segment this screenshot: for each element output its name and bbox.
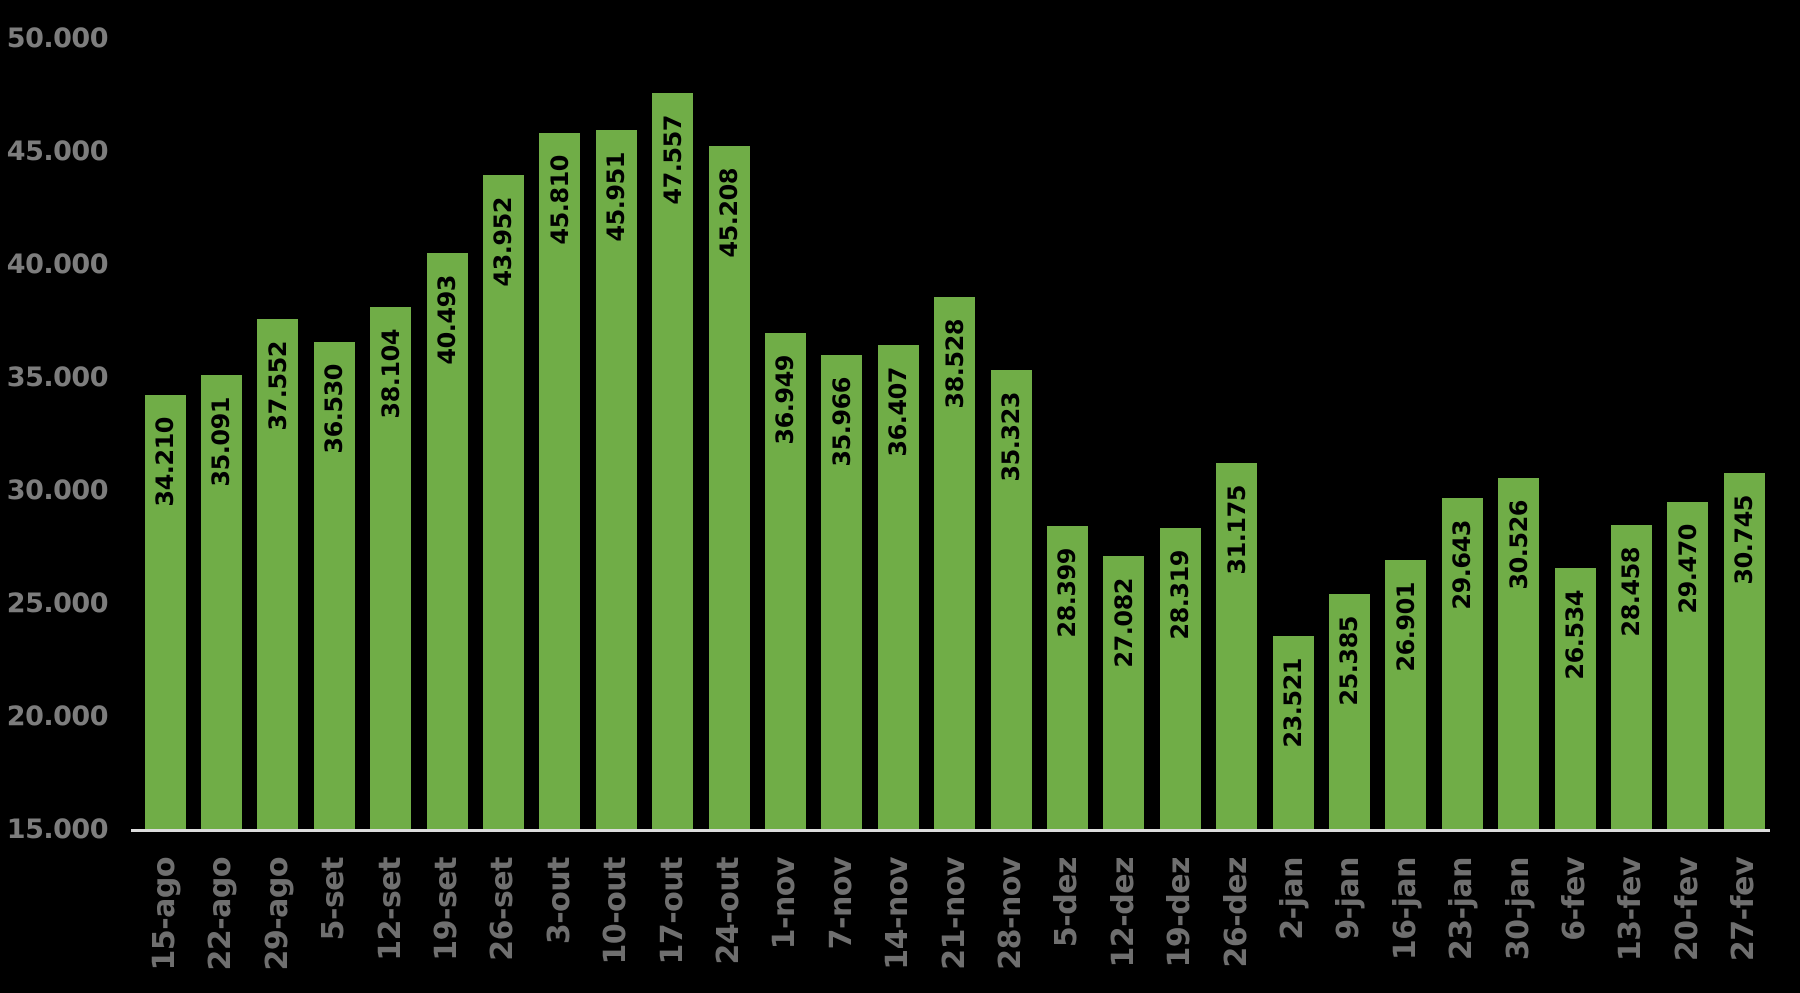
x-tick-label: 21-nov xyxy=(936,857,972,970)
x-tick-label: 12-dez xyxy=(1105,857,1141,968)
bar-value-label: 36.530 xyxy=(320,364,349,455)
bar xyxy=(539,132,581,829)
x-tick-label: 5-dez xyxy=(1049,857,1085,948)
bar xyxy=(482,174,524,829)
x-tick-label: 1-nov xyxy=(767,857,803,950)
x-tick-label: 27-fev xyxy=(1726,857,1762,962)
bar xyxy=(200,374,242,829)
bar xyxy=(257,319,299,829)
bar xyxy=(595,129,637,829)
bar xyxy=(1216,463,1258,829)
x-tick-label: 7-nov xyxy=(823,857,859,950)
bar-value-label: 36.949 xyxy=(771,354,800,445)
bar xyxy=(1385,560,1427,829)
bar-value-label: 45.208 xyxy=(715,168,743,258)
x-tick-label: 10-out xyxy=(598,857,634,965)
y-tick-label: 45.000 xyxy=(6,136,109,167)
x-tick-label: 22-ago xyxy=(203,857,239,971)
bar xyxy=(764,332,806,829)
bar-value-label: 31.175 xyxy=(1222,485,1251,576)
bar xyxy=(1498,478,1540,829)
x-tick-label: 20-fev xyxy=(1669,857,1705,962)
x-tick-label: 19-set xyxy=(429,857,464,961)
x-tick-label: 15-ago xyxy=(147,857,182,971)
bar xyxy=(1441,498,1483,829)
bar xyxy=(144,394,186,829)
bar-value-label: 28.399 xyxy=(1053,548,1082,638)
bar xyxy=(1103,555,1145,829)
x-tick-label: 13-fev xyxy=(1613,857,1649,962)
y-tick-label: 35.000 xyxy=(6,362,109,393)
x-tick-label: 19-dez xyxy=(1162,857,1198,968)
bar xyxy=(370,306,412,829)
bar-value-label: 38.104 xyxy=(376,328,405,419)
bar-value-label: 35.091 xyxy=(207,396,236,487)
bar-value-label: 30.526 xyxy=(1504,500,1533,590)
bar-value-label: 23.521 xyxy=(1279,658,1307,749)
bar-value-label: 26.534 xyxy=(1561,590,1589,680)
bar xyxy=(1723,473,1765,829)
bar-value-label: 43.952 xyxy=(489,196,518,287)
bar xyxy=(1272,636,1314,829)
x-tick-label: 24-out xyxy=(711,857,746,965)
bar-value-label: 47.557 xyxy=(658,115,687,205)
bar-value-label: 35.323 xyxy=(997,391,1025,482)
bar xyxy=(821,355,863,829)
x-tick-label: 30-jan xyxy=(1500,857,1536,961)
bar-value-label: 27.082 xyxy=(1109,577,1138,668)
x-tick-label: 3-out xyxy=(541,857,577,945)
x-tick-label: 29-ago xyxy=(259,857,295,971)
bar xyxy=(1554,568,1596,829)
bar-value-label: 45.951 xyxy=(602,151,631,242)
bar xyxy=(1328,594,1370,829)
bar xyxy=(708,146,750,829)
bar xyxy=(877,345,919,829)
y-tick-label: 20.000 xyxy=(6,701,109,732)
bar-value-label: 40.493 xyxy=(433,274,461,365)
y-tick-label: 40.000 xyxy=(6,249,109,280)
y-tick-label: 25.000 xyxy=(6,588,109,619)
bar-value-label: 28.458 xyxy=(1617,546,1646,637)
y-tick-label: 50.000 xyxy=(6,23,109,54)
bar-value-label: 29.643 xyxy=(1448,520,1477,610)
bar-value-label: 34.210 xyxy=(151,416,179,507)
x-tick-label: 14-nov xyxy=(880,857,916,970)
bar xyxy=(934,297,976,829)
x-tick-label: 2-jan xyxy=(1275,857,1310,940)
bar xyxy=(1159,527,1201,829)
y-tick-label: 15.000 xyxy=(6,814,109,845)
bar-value-label: 45.810 xyxy=(545,154,574,245)
bar-value-label: 37.552 xyxy=(263,341,292,431)
x-tick-label: 16-jan xyxy=(1387,857,1423,961)
bar-value-label: 26.901 xyxy=(1391,582,1420,672)
bar xyxy=(1667,501,1709,829)
x-tick-label: 23-jan xyxy=(1444,857,1480,961)
x-tick-label: 17-out xyxy=(654,857,690,965)
bar xyxy=(990,369,1032,829)
bar xyxy=(652,93,694,829)
bar-value-label: 38.528 xyxy=(940,319,969,409)
bar xyxy=(426,252,468,829)
bar-value-label: 30.745 xyxy=(1730,495,1759,585)
bar-value-label: 28.319 xyxy=(1166,549,1195,640)
y-tick-label: 30.000 xyxy=(6,475,109,506)
bar-value-label: 35.966 xyxy=(827,377,856,467)
bar xyxy=(313,342,355,829)
bar-value-label: 25.385 xyxy=(1335,616,1364,706)
x-tick-label: 28-nov xyxy=(993,857,1028,970)
bar xyxy=(1046,526,1088,829)
bar xyxy=(1610,524,1652,829)
x-tick-label: 6-fev xyxy=(1557,857,1592,941)
bar-value-label: 36.407 xyxy=(884,367,913,457)
x-tick-label: 12-set xyxy=(372,857,408,961)
x-axis-line xyxy=(131,829,1770,832)
x-tick-label: 9-jan xyxy=(1331,857,1367,940)
x-tick-label: 26-dez xyxy=(1218,857,1254,968)
bar-value-label: 29.470 xyxy=(1673,523,1702,614)
x-tick-label: 5-set xyxy=(316,857,352,941)
x-tick-label: 26-set xyxy=(485,857,521,961)
